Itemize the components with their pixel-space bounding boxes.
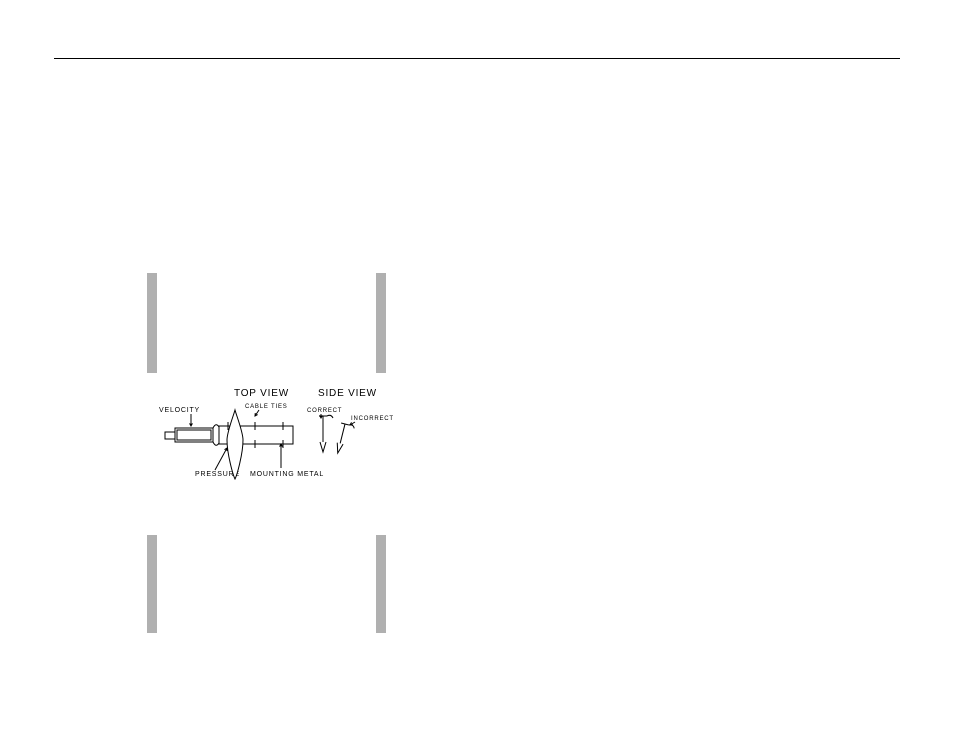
horizontal-rule bbox=[54, 58, 900, 59]
diagram-svg: TOP VIEW SIDE VIEW VELOCITY CABLE TIES CORRE… bbox=[155, 380, 575, 510]
label-mounting: MOUNTING METAL bbox=[250, 471, 324, 478]
probe-correct bbox=[319, 415, 333, 452]
gray-bar-3 bbox=[147, 535, 157, 633]
diagram-container: TOP VIEW SIDE VIEW VELOCITY CABLE TIES CORRE… bbox=[155, 380, 575, 510]
gray-bar-1 bbox=[147, 273, 157, 373]
label-cableTies: CABLE TIES bbox=[245, 404, 288, 410]
title-side-view: SIDE VIEW bbox=[318, 388, 377, 399]
hose-lower bbox=[213, 442, 219, 445]
teardrop-vane bbox=[227, 410, 243, 479]
label-incorrect: INCORRECT bbox=[351, 416, 394, 422]
gray-bar-2 bbox=[376, 273, 386, 373]
gray-bar-4 bbox=[376, 535, 386, 633]
leader-pressure bbox=[215, 448, 227, 470]
probe-incorrect bbox=[334, 422, 355, 455]
label-correct: CORRECT bbox=[307, 408, 342, 414]
label-velocity: VELOCITY bbox=[159, 407, 200, 414]
hose-upper bbox=[213, 425, 219, 428]
title-top-view: TOP VIEW bbox=[234, 388, 289, 399]
topview-inner bbox=[177, 430, 211, 440]
topview-bracket bbox=[165, 432, 175, 439]
